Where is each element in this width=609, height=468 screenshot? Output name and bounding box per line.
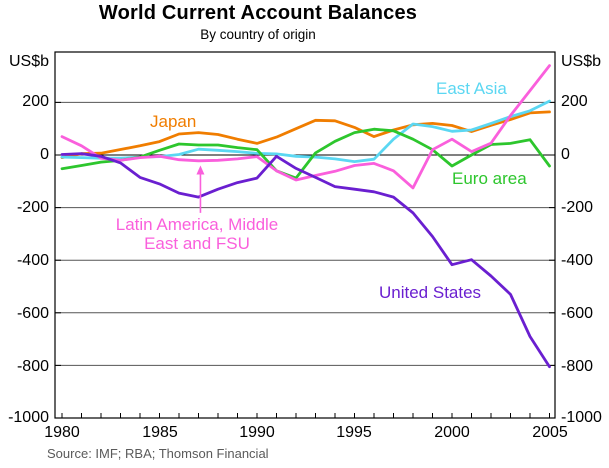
x-tick-label: 2005: [532, 424, 568, 441]
series-label-latam-line1: Latin America, Middle: [115, 215, 279, 234]
y-tick-label-left: 0: [40, 146, 49, 163]
x-tick-label: 2000: [434, 424, 470, 441]
y-tick-label-left: -400: [16, 252, 49, 269]
y-tick-label-left: -200: [16, 199, 49, 216]
y-axis-unit-right: US$b: [561, 53, 602, 70]
x-tick-label: 1995: [336, 424, 372, 441]
chart-title: World Current Account Balances: [98, 2, 418, 24]
y-tick-label-right: -200: [561, 199, 594, 216]
x-tick-label: 1980: [44, 424, 80, 441]
y-tick-label-right: 0: [561, 146, 570, 163]
series-label-latam-line2: East and FSU: [144, 234, 250, 253]
y-tick-label-right: -600: [561, 305, 594, 322]
source-note: Source: IMF; RBA; Thomson Financial: [47, 446, 269, 461]
y-tick-label-right: -400: [561, 252, 594, 269]
y-tick-label-right: -1000: [561, 409, 602, 426]
chart-subtitle: By country of origin: [200, 27, 316, 42]
y-tick-label-left: -800: [16, 358, 49, 375]
series-label-east-asia: East Asia: [436, 79, 507, 98]
x-tick-label: 1990: [239, 424, 275, 441]
y-tick-label-left: 200: [22, 93, 49, 110]
y-tick-label-left: -600: [16, 305, 49, 322]
series-label-euro-area: Euro area: [452, 169, 527, 188]
series-label-united-states: United States: [379, 283, 482, 302]
x-tick-label: 1985: [142, 424, 178, 441]
series-label-japan: Japan: [150, 112, 197, 131]
y-tick-label-right: -800: [561, 358, 594, 375]
y-tick-label-right: 200: [561, 93, 588, 110]
y-axis-unit-left: US$b: [8, 53, 49, 70]
y-tick-label-left: -1000: [8, 409, 49, 426]
